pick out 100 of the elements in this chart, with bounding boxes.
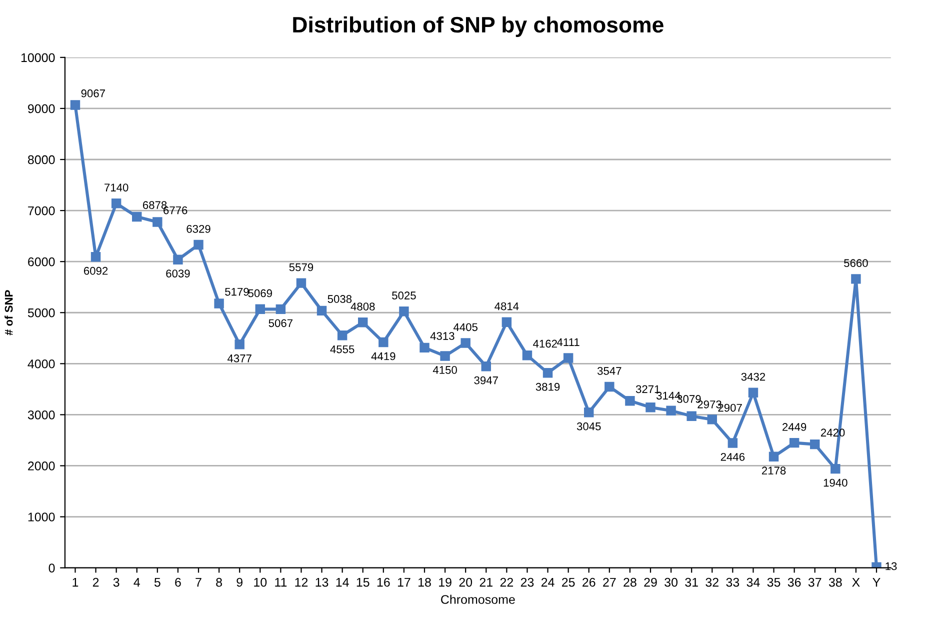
x-tick-label: 18 [418, 578, 431, 587]
x-tick-label: 35 [767, 578, 780, 587]
point [255, 304, 265, 314]
point [748, 388, 758, 398]
y-tick-label: 4000 [28, 359, 55, 368]
data-label: 5069 [248, 289, 272, 298]
x-tick-label: 6 [175, 578, 181, 587]
x-tick-label: 1 [72, 578, 78, 587]
point [625, 396, 635, 406]
point [851, 274, 861, 284]
x-tick-label: 32 [706, 578, 718, 587]
x-tick-label: 30 [664, 578, 678, 587]
x-tick-label: X [852, 578, 860, 587]
point [666, 406, 676, 416]
x-tick-label: 20 [459, 578, 472, 587]
y-tick-label: 3000 [28, 410, 55, 420]
data-label: 3819 [536, 382, 560, 391]
point [420, 342, 430, 353]
x-tick-label: 26 [582, 578, 596, 587]
point [728, 438, 738, 448]
data-label: 2178 [762, 466, 786, 475]
x-tick-label: 38 [828, 578, 842, 587]
x-tick-label: 16 [377, 578, 390, 587]
x-tick-label: 4 [134, 578, 140, 587]
x-tick-label: 17 [398, 578, 410, 587]
x-tick-label: 8 [216, 578, 222, 587]
y-tick-label: 9000 [28, 104, 55, 114]
data-label: 7140 [104, 184, 128, 192]
x-tick-label: 23 [520, 578, 534, 587]
point [214, 298, 224, 308]
data-label: 5067 [268, 319, 292, 328]
x-tick-label: 5 [154, 578, 160, 587]
y-tick-label: 5000 [28, 308, 55, 318]
point [830, 464, 840, 474]
data-label: 4808 [350, 302, 375, 310]
data-label: 5025 [392, 292, 416, 300]
y-tick-label: 6000 [28, 257, 55, 266]
point [768, 452, 779, 462]
data-label: 4111 [557, 338, 580, 346]
x-tick-label: 22 [500, 578, 514, 587]
point [686, 411, 696, 421]
data-label: 5579 [289, 263, 314, 272]
data-label: 3547 [597, 366, 622, 375]
x-tick-label: 25 [562, 578, 575, 587]
point [440, 351, 450, 361]
data-label: 5660 [844, 259, 868, 268]
data-label: 1940 [824, 478, 848, 487]
point [789, 438, 800, 448]
point [502, 317, 512, 327]
point [542, 368, 553, 378]
point [70, 100, 80, 110]
point [522, 350, 532, 360]
x-tick-label: 19 [439, 578, 452, 587]
data-label: 2449 [782, 423, 806, 431]
x-tick-label: 27 [603, 578, 616, 587]
point [460, 338, 470, 348]
x-tick-label: 13 [316, 578, 328, 587]
x-tick-label: 31 [685, 578, 698, 587]
y-tick-label: 8000 [28, 155, 55, 164]
point [132, 212, 142, 222]
y-tick-label: 0 [48, 564, 55, 572]
x-axis-title: Chromosome [441, 594, 515, 604]
point [90, 252, 101, 262]
data-label: 6039 [166, 270, 190, 278]
data-label: 2446 [720, 452, 745, 461]
data-label: 4150 [432, 366, 457, 374]
chart-title: Distribution of SNP by chomosome [293, 16, 664, 38]
x-tick-label: 34 [746, 578, 760, 587]
data-label: 3947 [474, 376, 498, 384]
point [337, 330, 348, 340]
x-tick-label: 14 [336, 578, 349, 587]
data-label: 6092 [84, 266, 108, 275]
x-tick-label: 3 [113, 578, 120, 587]
point [152, 217, 162, 227]
x-tick-label: 36 [788, 578, 801, 587]
y-axis-title: # of SNP [4, 290, 13, 336]
point [173, 254, 183, 264]
point [646, 402, 656, 412]
data-label: 4419 [371, 352, 396, 360]
x-tick-label: 11 [275, 578, 287, 587]
data-label: 6329 [186, 225, 210, 233]
point [234, 340, 244, 350]
point [111, 198, 122, 208]
x-tick-label: 28 [624, 578, 636, 587]
data-label: 4162 [533, 340, 557, 348]
data-label: 13 [886, 562, 897, 570]
point [707, 414, 717, 424]
x-tick-label: 24 [541, 578, 554, 587]
x-tick-label: 7 [196, 578, 202, 587]
x-tick-label: Y [872, 578, 880, 587]
point [296, 278, 306, 288]
point [584, 408, 594, 418]
data-label: 4814 [494, 302, 519, 310]
point [276, 304, 286, 314]
point [399, 306, 409, 316]
x-tick-label: 12 [295, 578, 308, 587]
data-label: 4555 [330, 345, 354, 354]
data-label: 5179 [225, 288, 249, 296]
data-label: 3432 [741, 372, 766, 381]
y-tick-label: 2000 [28, 462, 55, 470]
